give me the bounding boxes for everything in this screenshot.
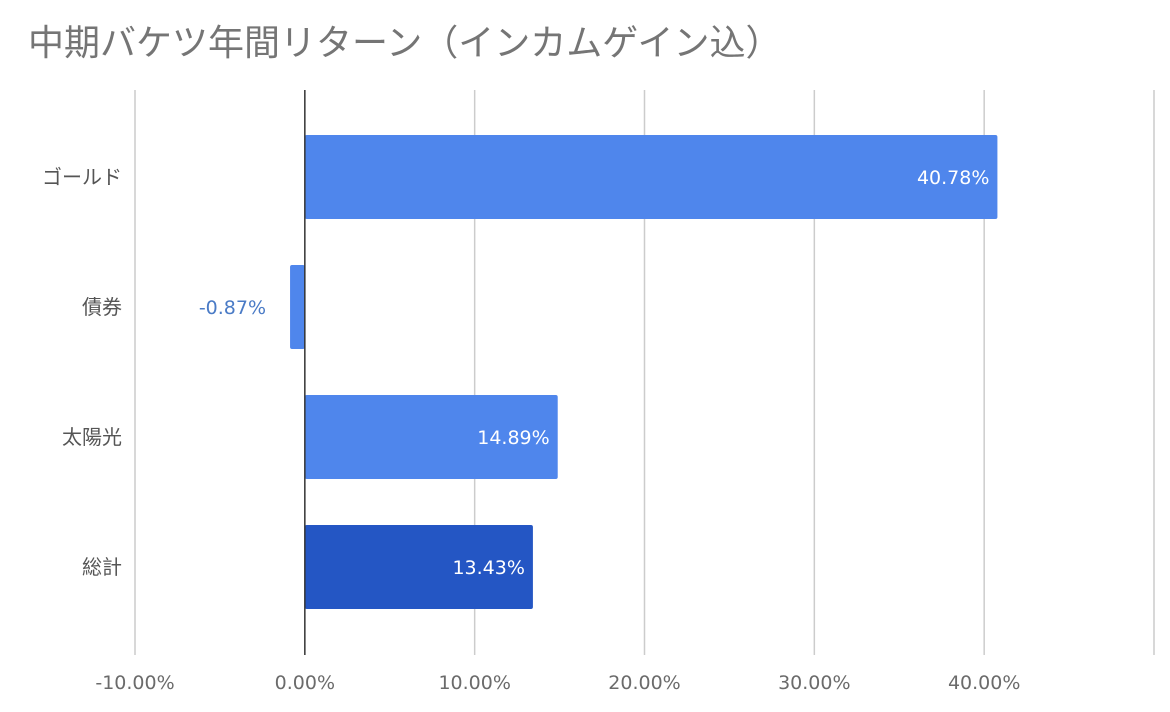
labels: -10.00% 0.00% 10.00% 20.00% 30.00% 40.00% ゴールド…: [42, 165, 1020, 694]
bar: [304, 525, 533, 609]
x-tick-label: 10.00%: [438, 672, 510, 694]
bars: [290, 90, 998, 655]
x-tick-label: 30.00%: [778, 672, 850, 694]
category-label: 太陽光: [62, 425, 122, 449]
data-label: 13.43%: [452, 557, 524, 579]
category-label: 総計: [82, 555, 122, 579]
bar: [290, 265, 305, 349]
data-label: 40.78%: [917, 167, 989, 189]
x-tick-label: 0.00%: [275, 672, 335, 694]
bar: [304, 395, 558, 479]
data-label: -0.87%: [199, 297, 266, 319]
chart-title: 中期バケツ年間リターン（インカムゲイン込）: [28, 23, 782, 64]
x-tick-label: 40.00%: [948, 672, 1020, 694]
category-label: ゴールド: [42, 165, 122, 189]
bar: [304, 135, 998, 219]
x-tick-label: -10.00%: [95, 672, 174, 694]
x-tick-label: 20.00%: [608, 672, 680, 694]
data-label: 14.89%: [477, 427, 549, 449]
category-label: 債券: [82, 295, 122, 319]
